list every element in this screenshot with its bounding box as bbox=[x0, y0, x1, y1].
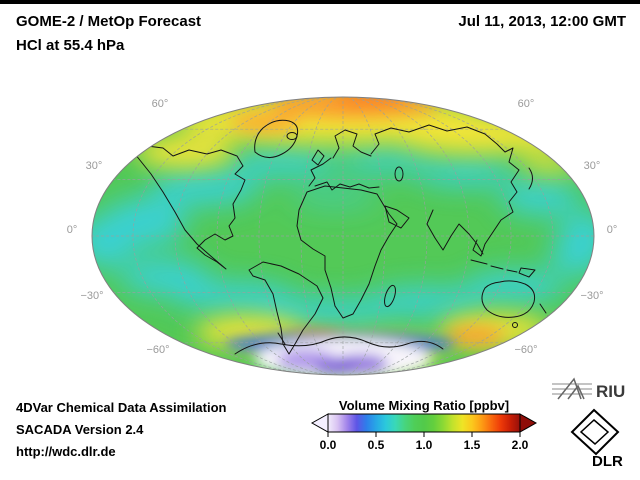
field-cyan-bands bbox=[92, 148, 594, 326]
lat-label-60n-right: 60° bbox=[517, 98, 535, 110]
graticule bbox=[92, 97, 594, 375]
colorbar-tick-label-0: 0.0 bbox=[319, 438, 337, 452]
colorbar-left-arrow bbox=[310, 413, 329, 433]
lat-label-30s-left: −30° bbox=[80, 290, 104, 302]
datetime-label: Jul 11, 2013, 12:00 GMT bbox=[458, 13, 626, 30]
colorbar-right-arrow bbox=[519, 413, 538, 433]
world-map bbox=[85, 92, 601, 380]
page-title: GOME-2 / MetOp Forecast bbox=[16, 13, 202, 30]
colorbar-ticks bbox=[327, 432, 521, 437]
lat-label-30n-left: 30° bbox=[85, 160, 103, 172]
dlr-logo-icon bbox=[570, 408, 620, 456]
colorbar-tick-label-2: 1.0 bbox=[415, 438, 433, 452]
coastlines bbox=[134, 119, 554, 355]
riu-logo-text: RIU bbox=[596, 382, 625, 401]
lat-label-60s-left: −60° bbox=[146, 344, 170, 356]
map-svg bbox=[91, 96, 595, 376]
credit-line-1: 4DVar Chemical Data Assimilation bbox=[16, 400, 227, 415]
map-ellipse-boundary bbox=[91, 96, 595, 376]
credit-line-3: http://wdc.dlr.de bbox=[16, 444, 116, 459]
lat-label-0-left: 0° bbox=[66, 224, 78, 236]
credit-line-2: SACADA Version 2.4 bbox=[16, 422, 144, 437]
colorbar-tick-label-4: 2.0 bbox=[511, 438, 529, 452]
colorbar bbox=[310, 413, 538, 437]
top-border bbox=[0, 0, 640, 4]
page-subtitle: HCl at 55.4 hPa bbox=[16, 37, 125, 54]
colorbar-title: Volume Mixing Ratio [ppbv] bbox=[338, 398, 510, 413]
lat-label-60s-right: −60° bbox=[514, 344, 538, 356]
lat-label-0-right: 0° bbox=[606, 224, 618, 236]
lat-label-60n-left: 60° bbox=[151, 98, 169, 110]
dlr-logo: DLR bbox=[570, 408, 623, 470]
lat-label-30s-right: −30° bbox=[580, 290, 604, 302]
riu-logo: RIU bbox=[552, 377, 625, 401]
dlr-logo-text: DLR bbox=[592, 453, 623, 470]
riu-logo-icon bbox=[552, 377, 592, 400]
colorbar-tick-label-1: 0.5 bbox=[367, 438, 385, 452]
lat-label-30n-right: 30° bbox=[583, 160, 601, 172]
colorbar-tick-label-3: 1.5 bbox=[463, 438, 481, 452]
field-polar-region bbox=[225, 332, 455, 375]
map-field bbox=[92, 97, 594, 375]
colorbar-gradient-bar bbox=[327, 413, 521, 433]
